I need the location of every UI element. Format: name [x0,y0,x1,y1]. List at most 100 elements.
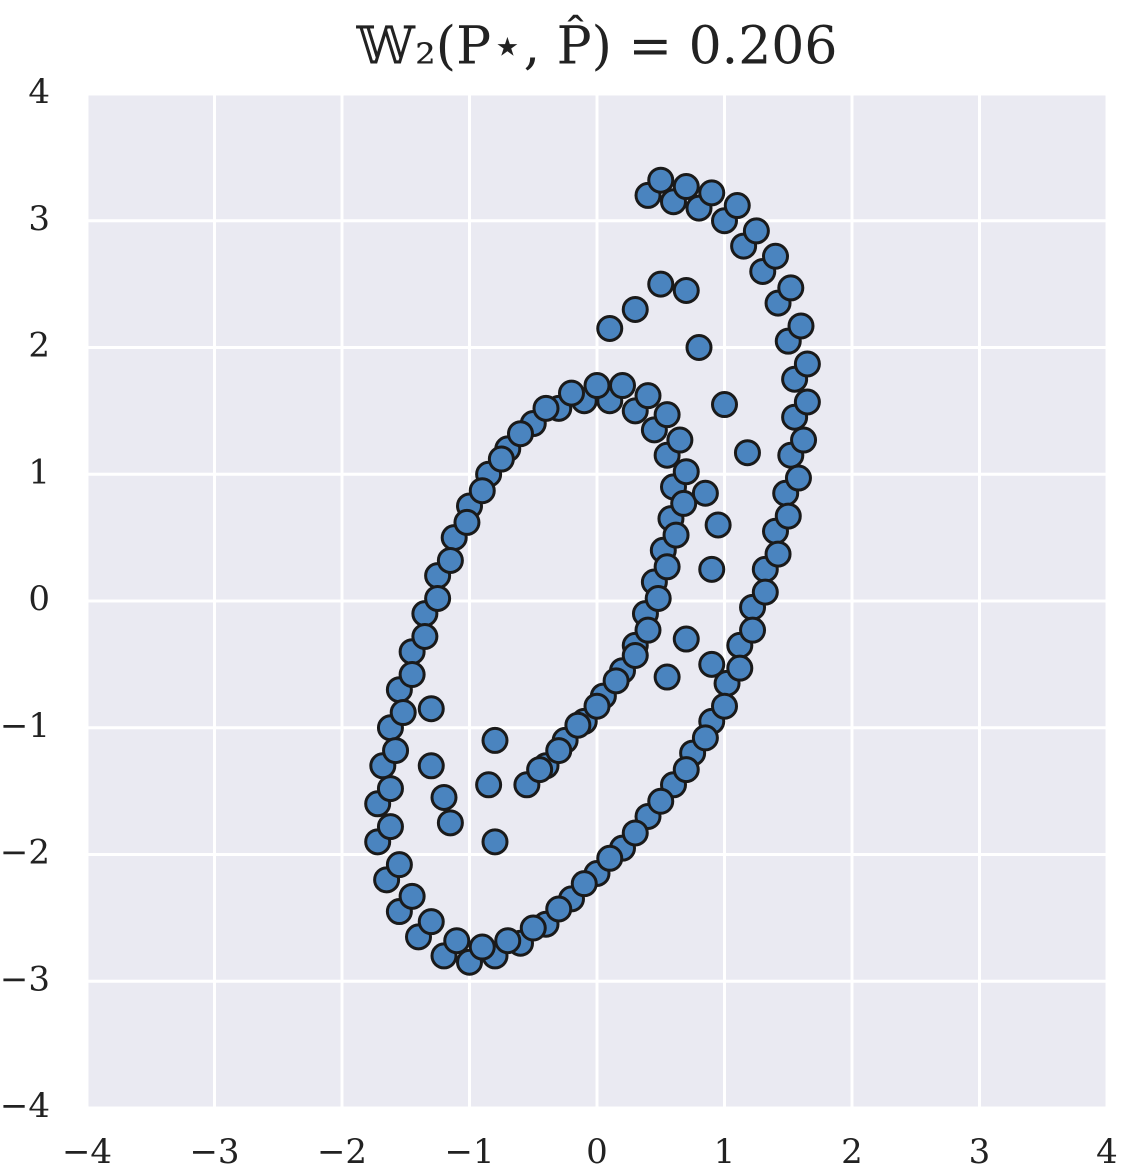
scatter-point [666,426,694,454]
scatter-point [691,724,719,752]
scatter-point [453,508,481,536]
scatter-point [494,927,522,955]
scatter-point [545,737,573,765]
scatter-point [653,401,681,429]
scatter-point [793,350,821,378]
x-tick-label: −4 [62,1132,112,1172]
scatter-point [443,927,471,955]
scatter-point [481,726,509,754]
x-tick-label: 0 [586,1132,608,1172]
scatter-point [583,372,611,400]
scatter-point [436,809,464,837]
scatter-point [685,334,713,361]
scatter-point [583,692,611,720]
scatter-point [777,274,805,302]
y-tick-label: 3 [28,199,50,239]
scatter-point [672,756,700,784]
scatter-point [672,458,700,486]
scatter-point [570,870,598,898]
scatter-point [376,813,404,841]
scatter-point [417,908,445,936]
scatter-point [723,192,751,220]
scatter-point [424,584,452,612]
scatter-point [691,479,719,507]
scatter-point [764,540,792,568]
x-tick-label: 2 [841,1132,863,1172]
scatter-point [698,179,726,207]
scatter-point [621,819,649,847]
scatter-point [784,464,812,492]
scatter-point [647,787,675,815]
scatter-point [670,489,698,517]
scatter-point [621,295,649,323]
scatter-point [733,439,761,467]
scatter-point [532,394,560,422]
scatter-point [762,242,789,270]
y-tick-label: −1 [0,706,50,746]
scatter-point [672,276,700,304]
scatter-point [711,692,738,720]
y-tick-label: 4 [28,72,50,112]
scatter-point [672,173,700,201]
scatter-point [430,783,458,811]
scatter-point [507,420,534,448]
scatter-point [475,771,503,799]
scatter-point [417,695,445,723]
scatter-point [672,625,700,653]
scatter-point [634,382,662,410]
y-tick-label: −2 [0,833,50,873]
scatter-point [602,667,630,695]
scatter-point [481,828,509,856]
scatter-point [644,584,672,612]
y-tick-label: 2 [28,326,50,366]
scatter-point [621,642,649,670]
x-tick-label: −2 [317,1132,367,1172]
scatter-point [751,578,779,606]
scatter-point [389,699,417,727]
scatter-point [398,882,426,910]
scatter-point [436,546,464,574]
scatter-point [704,511,732,539]
scatter-point [398,661,426,689]
x-tick-label: −3 [189,1132,239,1172]
scatter-point [609,372,636,400]
scatter-point [647,166,675,194]
scatter-point [376,775,404,803]
scatter-point [647,270,675,298]
scatter-point [698,555,726,583]
scatter-point [385,851,413,879]
scatter-point [545,895,573,923]
scatter-point [739,616,767,644]
y-tick-label: −3 [0,959,50,999]
y-tick-label: 1 [28,452,50,492]
scatter-point [726,654,754,682]
scatter-point [774,502,802,530]
scatter-point [787,312,815,340]
scatter-point [526,756,554,784]
scatter-point [558,379,585,407]
scatter-point [411,622,439,650]
scatter-point [790,426,818,454]
scatter-point [417,752,445,780]
x-tick-label: 1 [714,1132,736,1172]
scatter-point [698,650,726,678]
y-tick-label: −4 [0,1086,50,1126]
scatter-point [742,217,770,245]
x-tick-label: −1 [444,1132,494,1172]
scatter-point [382,737,410,765]
scatter-point [653,553,681,581]
scatter-point [487,445,515,473]
scatter-point [596,844,624,872]
y-tick-label: 0 [28,579,50,619]
chart-title: 𝕎₂(P⋆, P̂) = 0.206 [356,15,838,76]
scatter-point [793,388,821,416]
scatter-point [662,521,690,549]
scatter-point [519,914,547,942]
scatter-point [468,933,496,961]
scatter-point [468,477,496,505]
x-tick-label: 4 [1096,1132,1118,1172]
scatter-point [711,391,738,419]
scatter-point [634,616,662,644]
scatter-point [653,663,681,691]
